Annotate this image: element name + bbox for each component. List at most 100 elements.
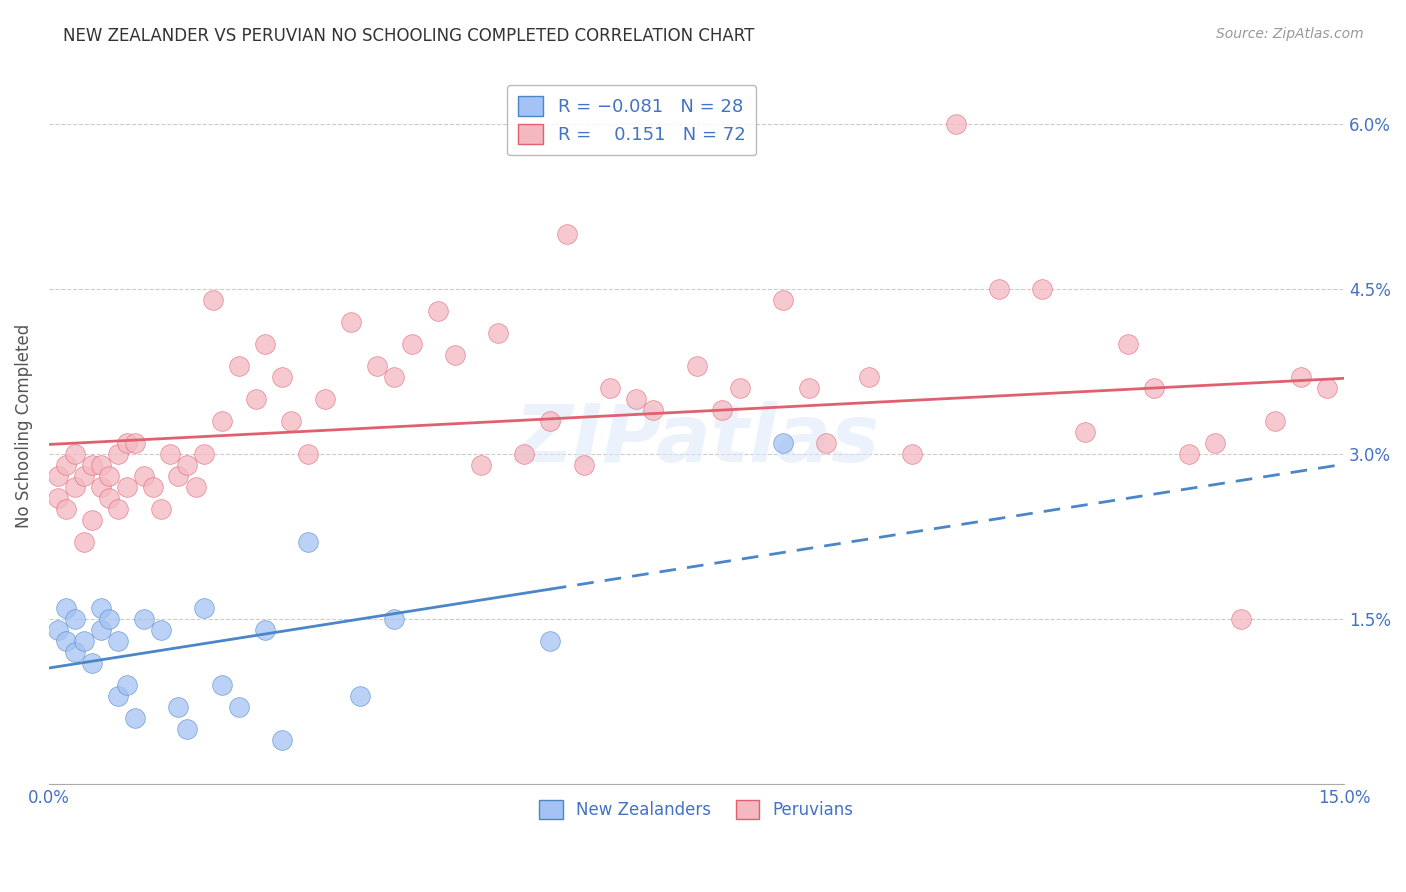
Point: [98, 468, 121, 483]
Point: [728, 381, 751, 395]
Point: [280, 414, 302, 428]
Point: [382, 369, 405, 384]
Point: [401, 336, 423, 351]
Point: [211, 678, 233, 692]
Point: [1143, 381, 1166, 395]
Point: [46, 623, 69, 637]
Point: [211, 414, 233, 428]
Point: [1116, 336, 1139, 351]
Point: [132, 468, 155, 483]
Point: [124, 435, 146, 450]
Point: [98, 491, 121, 505]
Y-axis label: No Schooling Completed: No Schooling Completed: [15, 324, 32, 528]
Point: [382, 612, 405, 626]
Point: [63, 612, 86, 626]
Point: [55, 458, 77, 472]
Point: [271, 732, 294, 747]
Point: [685, 359, 707, 373]
Point: [245, 392, 267, 406]
Point: [443, 348, 465, 362]
Point: [426, 303, 449, 318]
Point: [107, 447, 129, 461]
Point: [815, 435, 838, 450]
Point: [63, 645, 86, 659]
Point: [366, 359, 388, 373]
Point: [228, 359, 250, 373]
Point: [176, 722, 198, 736]
Point: [72, 534, 94, 549]
Point: [90, 458, 112, 472]
Point: [253, 336, 276, 351]
Point: [1204, 435, 1226, 450]
Point: [574, 458, 596, 472]
Point: [90, 480, 112, 494]
Point: [159, 447, 181, 461]
Point: [253, 623, 276, 637]
Point: [1229, 612, 1251, 626]
Point: [202, 293, 225, 307]
Point: [115, 435, 138, 450]
Point: [98, 612, 121, 626]
Point: [349, 689, 371, 703]
Point: [90, 600, 112, 615]
Point: [115, 480, 138, 494]
Point: [63, 447, 86, 461]
Point: [858, 369, 880, 384]
Point: [46, 468, 69, 483]
Point: [297, 447, 319, 461]
Point: [901, 447, 924, 461]
Point: [772, 293, 794, 307]
Point: [945, 116, 967, 130]
Point: [1177, 447, 1199, 461]
Point: [1350, 645, 1372, 659]
Point: [124, 711, 146, 725]
Point: [711, 402, 734, 417]
Point: [150, 623, 173, 637]
Point: [193, 447, 215, 461]
Point: [167, 468, 190, 483]
Point: [150, 501, 173, 516]
Point: [513, 447, 536, 461]
Point: [55, 633, 77, 648]
Point: [184, 480, 207, 494]
Point: [176, 458, 198, 472]
Point: [486, 326, 509, 340]
Point: [1264, 414, 1286, 428]
Point: [624, 392, 647, 406]
Point: [228, 699, 250, 714]
Point: [1031, 282, 1053, 296]
Text: ZIPatlas: ZIPatlas: [515, 401, 879, 479]
Point: [90, 623, 112, 637]
Point: [63, 480, 86, 494]
Point: [470, 458, 492, 472]
Point: [538, 633, 561, 648]
Point: [132, 612, 155, 626]
Point: [72, 633, 94, 648]
Point: [193, 600, 215, 615]
Point: [599, 381, 621, 395]
Point: [167, 699, 190, 714]
Point: [55, 600, 77, 615]
Point: [107, 501, 129, 516]
Point: [643, 402, 665, 417]
Point: [340, 315, 363, 329]
Point: [271, 369, 294, 384]
Point: [46, 491, 69, 505]
Point: [772, 435, 794, 450]
Point: [82, 513, 104, 527]
Point: [297, 534, 319, 549]
Point: [82, 656, 104, 670]
Legend: New Zealanders, Peruvians: New Zealanders, Peruvians: [533, 793, 860, 825]
Point: [1074, 425, 1097, 439]
Point: [72, 468, 94, 483]
Point: [107, 633, 129, 648]
Point: [1289, 369, 1312, 384]
Text: NEW ZEALANDER VS PERUVIAN NO SCHOOLING COMPLETED CORRELATION CHART: NEW ZEALANDER VS PERUVIAN NO SCHOOLING C…: [63, 27, 755, 45]
Point: [115, 678, 138, 692]
Point: [107, 689, 129, 703]
Text: Source: ZipAtlas.com: Source: ZipAtlas.com: [1216, 27, 1364, 41]
Point: [987, 282, 1010, 296]
Point: [314, 392, 336, 406]
Point: [82, 458, 104, 472]
Point: [55, 501, 77, 516]
